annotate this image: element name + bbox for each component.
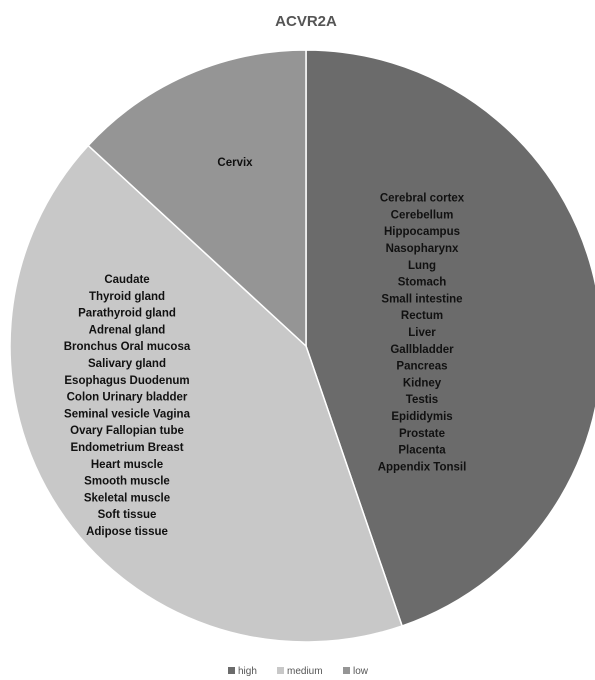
slice-label: Heart muscle <box>91 459 163 471</box>
slice-label: Nasopharynx <box>386 243 459 255</box>
slice-label: Pancreas <box>396 361 447 373</box>
slice-label: Ovary Fallopian tube <box>70 425 184 437</box>
slice-label: Epididymis <box>391 411 452 423</box>
legend-swatch-high <box>228 667 235 674</box>
slice-label: Bronchus Oral mucosa <box>64 341 191 353</box>
slice-label: Smooth muscle <box>84 476 170 488</box>
legend-label-high: high <box>238 666 257 677</box>
slice-label: Parathyroid gland <box>78 308 176 320</box>
pie-slice-low <box>87 49 307 348</box>
legend-label-low: low <box>353 666 369 677</box>
slice-label: Liver <box>408 327 436 339</box>
slice-label: Kidney <box>403 377 442 389</box>
slice-labels: Cerebral cortex Cerebellum Hippocampus Naso… <box>64 157 467 538</box>
slice-label: Adrenal gland <box>89 324 166 336</box>
slice-label: Appendix Tonsil <box>378 461 467 473</box>
slice-label: Esophagus Duodenum <box>64 375 189 387</box>
slice-label: Adipose tissue <box>86 526 168 538</box>
legend: high medium low <box>228 666 369 677</box>
legend-label-medium: medium <box>287 666 323 677</box>
slice-label: Stomach <box>398 277 447 289</box>
chart-title: ACVR2A <box>275 13 337 30</box>
legend-swatch-medium <box>277 667 284 674</box>
slice-label: Soft tissue <box>98 509 157 521</box>
pie-slice-high <box>305 49 595 627</box>
slice-label: Thyroid gland <box>89 291 165 303</box>
slice-label: Colon Urinary bladder <box>67 392 188 404</box>
slice-label: Gallbladder <box>390 344 454 356</box>
pie-slice-medium <box>9 144 404 643</box>
slice-label: Placenta <box>398 445 446 457</box>
slice-label: Hippocampus <box>384 226 460 238</box>
slice-label: Salivary gland <box>88 358 166 370</box>
slice-label: Prostate <box>399 428 445 440</box>
slice-label: Testis <box>406 394 438 406</box>
slice-label: Caudate <box>104 274 149 286</box>
slice-label: Rectum <box>401 310 443 322</box>
slice-label: Cervix <box>217 157 253 169</box>
slice-label: Seminal vesicle Vagina <box>64 408 191 420</box>
slice-label: Cerebral cortex <box>380 193 465 205</box>
slice-label: Skeletal muscle <box>84 492 170 504</box>
slice-label: Small intestine <box>381 293 462 305</box>
slice-label: Endometrium Breast <box>70 442 183 454</box>
pie-slices <box>9 49 595 643</box>
slice-label: Lung <box>408 260 436 272</box>
legend-swatch-low <box>343 667 350 674</box>
slice-label: Cerebellum <box>391 209 454 221</box>
